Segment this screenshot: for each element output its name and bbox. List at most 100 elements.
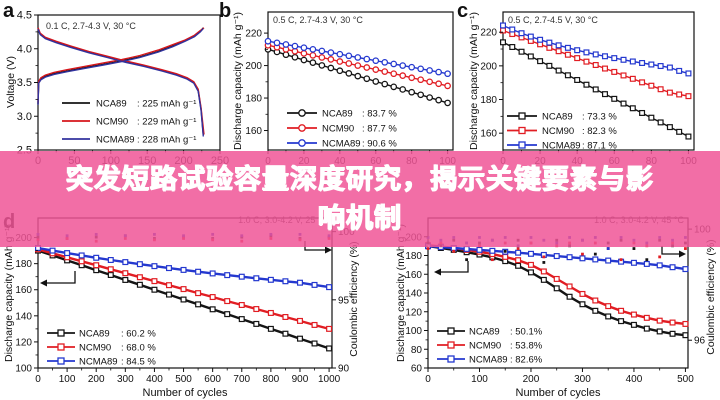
svg-text:Coulombic efficiency (%): Coulombic efficiency (%) [348, 241, 360, 356]
svg-text:: 53.8%: : 53.8% [510, 341, 543, 352]
svg-text:100: 100 [405, 326, 422, 337]
svg-text:100: 100 [471, 374, 488, 385]
svg-text:: 83.7 %: : 83.7 % [362, 109, 397, 120]
svg-text:3.5: 3.5 [17, 77, 32, 89]
svg-text:160: 160 [15, 285, 32, 296]
svg-text:Number of cycles: Number of cycles [516, 387, 601, 399]
svg-text:1000: 1000 [318, 374, 341, 385]
svg-text:NCMA89: NCMA89 [79, 357, 118, 368]
svg-text:: 73.3 %: : 73.3 % [582, 112, 617, 123]
svg-text:400: 400 [146, 374, 163, 385]
svg-text:80: 80 [411, 345, 423, 356]
svg-text:NCM90: NCM90 [542, 126, 574, 137]
svg-text:140: 140 [405, 289, 422, 300]
legend: NCA89 : 73.3 % NCM90 : 82.3 %NCMA89: 87.1 % [507, 112, 617, 152]
svg-text:95: 95 [338, 295, 350, 306]
svg-text:100: 100 [15, 364, 32, 375]
svg-text:a: a [3, 0, 15, 22]
series-line [37, 28, 204, 137]
svg-text:NCA89: NCA89 [96, 99, 127, 110]
svg-text:90: 90 [338, 364, 350, 375]
banner-title-line2: 响机制 [318, 203, 402, 233]
svg-text:700: 700 [233, 374, 250, 385]
svg-text:600: 600 [204, 374, 221, 385]
legend: NCA89 : 60.2 % NCM90 : 68.0 %NCMA89: 84.5 % [47, 329, 156, 368]
svg-text:Discharge capacity (mAh g⁻¹): Discharge capacity (mAh g⁻¹) [232, 12, 244, 150]
svg-text:300: 300 [574, 374, 591, 385]
svg-text:: 60.2 %: : 60.2 % [121, 329, 156, 340]
series-group [500, 22, 692, 140]
svg-text:NCA89: NCA89 [79, 329, 110, 340]
svg-text:: 68.0 %: : 68.0 % [121, 343, 156, 354]
panel-b: 220200180160020406080100Discharge capaci… [219, 0, 456, 167]
svg-text:900: 900 [292, 374, 309, 385]
legend: NCA89: 225 mAh g⁻¹ NCM90: 229 mAh g⁻¹NCMA… [62, 99, 196, 146]
svg-text:100: 100 [59, 374, 76, 385]
svg-text:220: 220 [245, 29, 262, 40]
svg-text:160: 160 [405, 270, 422, 281]
svg-text:200: 200 [523, 374, 540, 385]
svg-text:: 87.7 %: : 87.7 % [362, 124, 397, 135]
svg-text:NCMA89: NCMA89 [542, 141, 581, 152]
svg-text:: 228 mAh g⁻¹: : 228 mAh g⁻¹ [137, 135, 196, 146]
svg-text:: 225 mAh g⁻¹: : 225 mAh g⁻¹ [137, 99, 196, 110]
svg-text:NCA89: NCA89 [542, 112, 573, 123]
svg-text:400: 400 [626, 374, 643, 385]
svg-text:180: 180 [15, 259, 32, 270]
svg-text:160: 160 [245, 126, 262, 137]
banner-overlay: 突发短路试验容量深度研究，揭示关键要素与影 响机制 [0, 151, 720, 247]
svg-text:: 87.1 %: : 87.1 % [582, 141, 617, 152]
svg-text:: 84.5 %: : 84.5 % [121, 357, 156, 368]
svg-text:140: 140 [15, 311, 32, 322]
svg-text:NCMA89: NCMA89 [96, 135, 135, 146]
svg-text:200: 200 [245, 61, 262, 72]
svg-text:160: 160 [480, 129, 497, 140]
svg-text:Number of cycles: Number of cycles [143, 387, 228, 399]
svg-text:180: 180 [480, 95, 497, 106]
svg-text:: 50.1%: : 50.1% [510, 327, 543, 338]
svg-text:120: 120 [15, 337, 32, 348]
svg-text:NCA89: NCA89 [322, 109, 353, 120]
plot-area [502, 11, 695, 151]
svg-text:300: 300 [117, 374, 134, 385]
svg-text:0.1 C, 2.7-4.3 V, 30 °C: 0.1 C, 2.7-4.3 V, 30 °C [46, 21, 136, 31]
svg-text:4.5: 4.5 [17, 10, 32, 22]
panel-c: 220200180160020406080100Discharge capaci… [457, 0, 697, 167]
series-line [37, 28, 204, 105]
svg-text:Voltage (V): Voltage (V) [5, 56, 17, 108]
svg-text:200: 200 [480, 61, 497, 72]
svg-text:180: 180 [245, 94, 262, 105]
svg-text:800: 800 [263, 374, 280, 385]
svg-text:120: 120 [405, 307, 422, 318]
svg-text:200: 200 [88, 374, 105, 385]
svg-text:220: 220 [480, 28, 497, 39]
svg-text:Discharge capacity (mAh g⁻¹): Discharge capacity (mAh g⁻¹) [395, 224, 407, 362]
svg-text:: 82.6%: : 82.6% [510, 355, 543, 366]
legend: NCA89 : 83.7 % NCM90 : 87.7 %NCMA89: 90.6 % [287, 109, 397, 150]
svg-text:NCMA89: NCMA89 [322, 139, 361, 150]
series-group [264, 37, 451, 107]
svg-text:c: c [457, 0, 468, 22]
legend: NCA89: 50.1% NCM90: 53.8%NCMA89: 82.6% [437, 327, 543, 366]
svg-text:0: 0 [35, 374, 41, 385]
banner-title-line1: 突发短路试验容量深度研究，揭示关键要素与影 [66, 164, 654, 194]
svg-text:b: b [219, 0, 231, 22]
svg-text:0: 0 [425, 374, 431, 385]
svg-text:Discharge capacity (mAh g⁻¹): Discharge capacity (mAh g⁻¹) [468, 12, 480, 150]
svg-text:500: 500 [175, 374, 192, 385]
svg-text:: 229 mAh g⁻¹: : 229 mAh g⁻¹ [137, 117, 196, 128]
svg-text:4.0: 4.0 [17, 43, 32, 55]
svg-text:96: 96 [694, 336, 706, 347]
svg-text:: 82.3 %: : 82.3 % [582, 126, 617, 137]
svg-text:180: 180 [405, 251, 422, 262]
svg-text:60: 60 [411, 364, 423, 375]
svg-text:500: 500 [677, 374, 694, 385]
series-group [37, 27, 205, 137]
svg-text:: 90.6 %: : 90.6 % [362, 139, 397, 150]
svg-text:NCM90: NCM90 [322, 124, 354, 135]
series-line [37, 27, 205, 103]
svg-text:Discharge capacity (mAh g⁻¹): Discharge capacity (mAh g⁻¹) [3, 224, 15, 362]
svg-text:0.5 C, 2.7-4.3 V, 30 °C: 0.5 C, 2.7-4.3 V, 30 °C [273, 15, 363, 25]
svg-text:3.0: 3.0 [17, 111, 32, 123]
svg-text:NCM90: NCM90 [79, 343, 111, 354]
